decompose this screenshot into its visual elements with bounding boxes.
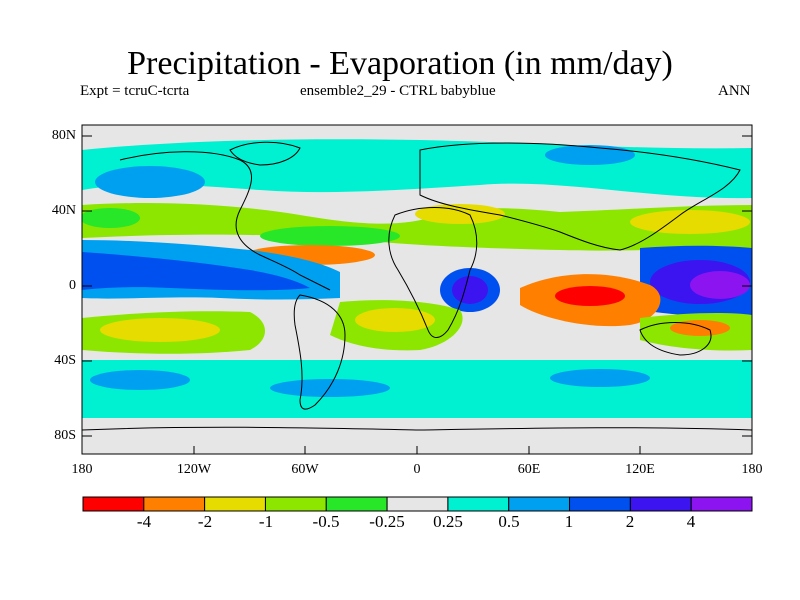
colorbar-label: -0.25 bbox=[369, 512, 405, 531]
lon-label-60e: 60E bbox=[517, 462, 541, 477]
colorbar-swatch bbox=[143, 496, 206, 512]
colorbar-swatch bbox=[204, 496, 266, 512]
colorbar-swatch bbox=[386, 496, 449, 512]
lon-label-120e: 120E bbox=[625, 462, 655, 477]
lat-ticks bbox=[82, 135, 752, 437]
lat-label-0: 0 bbox=[69, 278, 76, 293]
colorbar-label: 0.5 bbox=[498, 512, 520, 531]
lon-label-180e: 180 bbox=[741, 462, 763, 477]
colorbar-swatch bbox=[82, 496, 145, 512]
precip-evap-field bbox=[82, 125, 752, 454]
season-label: ANN bbox=[718, 83, 751, 99]
lat-label-80s: 80S bbox=[54, 428, 76, 443]
colorbar-swatch bbox=[264, 496, 327, 512]
colorbar-swatch bbox=[508, 496, 571, 512]
lon-ticks bbox=[193, 446, 641, 454]
colorbar-label: 1 bbox=[564, 512, 574, 531]
colorbar-swatch bbox=[447, 496, 510, 512]
experiment-label: Expt = tcruC-tcrta bbox=[80, 83, 190, 99]
colorbar-label: 4 bbox=[686, 512, 696, 531]
colorbar-label: 2 bbox=[625, 512, 635, 531]
lat-label-80n: 80N bbox=[51, 128, 76, 143]
colorbar-label: -1 bbox=[258, 512, 274, 531]
colorbar-swatch bbox=[629, 496, 692, 512]
lon-label-60w: 60W bbox=[291, 462, 319, 477]
lon-label-0: 0 bbox=[413, 462, 421, 477]
ensemble-label: ensemble2_29 - CTRL babyblue bbox=[300, 83, 496, 99]
colorbar-swatch bbox=[690, 496, 753, 512]
lon-label-180w: 180 bbox=[71, 462, 93, 477]
lat-label-40n: 40N bbox=[51, 203, 76, 218]
colorbar-label: -4 bbox=[136, 512, 152, 531]
colorbar-swatch bbox=[325, 496, 388, 512]
colorbar-label: -2 bbox=[197, 512, 213, 531]
lon-label-120w: 120W bbox=[176, 462, 212, 477]
colorbar-swatch bbox=[569, 496, 631, 512]
map-title: Precipitation - Evaporation (in mm/day) bbox=[127, 45, 673, 82]
colorbar bbox=[82, 496, 753, 512]
coastlines bbox=[82, 141, 752, 431]
lat-label-40s: 40S bbox=[54, 353, 76, 368]
colorbar-label: 0.25 bbox=[433, 512, 463, 531]
colorbar-label: -0.5 bbox=[312, 512, 340, 531]
